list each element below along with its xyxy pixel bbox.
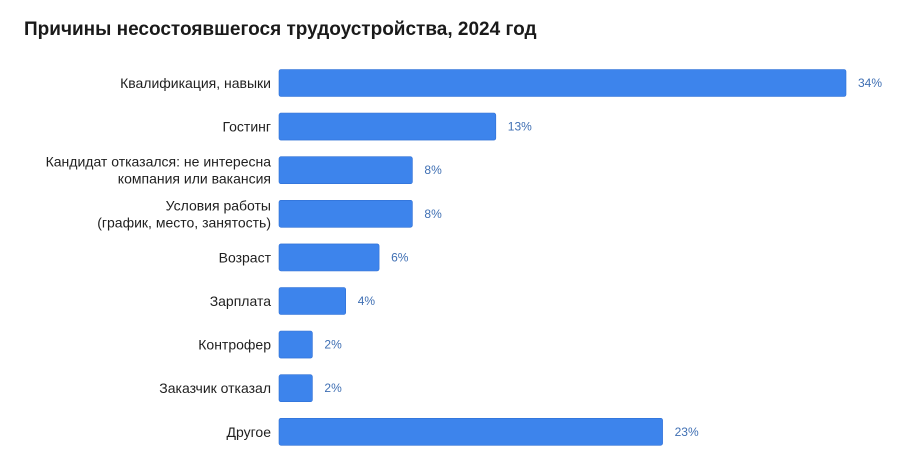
category-label: Возраст: [219, 249, 272, 265]
chart-title: Причины несостоявшегося трудоустройства,…: [24, 19, 537, 40]
bar-group: 13% Гостинг: [222, 112, 532, 141]
bar-group: 8% Условия работы(график, место, занятост…: [97, 197, 442, 230]
bar: [278, 330, 313, 359]
category-label: Контрофер: [198, 337, 271, 353]
bar-value-label: 2%: [324, 381, 342, 395]
category-label: Зарплата: [210, 293, 272, 309]
category-label: (график, место, занятость): [97, 214, 271, 230]
bar-value-label: 2%: [324, 338, 342, 352]
bar: [278, 417, 663, 446]
bar-value-label: 4%: [358, 294, 376, 308]
bar-group: 6% Возраст: [219, 243, 409, 272]
category-label: компания или вакансия: [118, 171, 271, 187]
bar: [278, 243, 380, 272]
bar: [278, 69, 847, 97]
bar-value-label: 8%: [424, 163, 442, 177]
bar-group: 4% Зарплата: [210, 287, 376, 315]
bar-group: 2% Контрофер: [198, 330, 342, 359]
category-label: Гостинг: [222, 119, 271, 135]
category-label: Другое: [227, 424, 272, 440]
bar-group: 8% Кандидат отказался: не интереснакомпан…: [46, 154, 442, 187]
category-label: Заказчик отказал: [159, 380, 271, 396]
bar-value-label: 13%: [508, 120, 532, 134]
category-label: Кандидат отказался: не интересна: [46, 154, 272, 170]
category-label: Условия работы: [166, 197, 271, 213]
bar-value-label: 6%: [391, 250, 409, 264]
bar-group: 2% Заказчик отказал: [159, 374, 342, 403]
bar-value-label: 34%: [858, 76, 882, 90]
bar: [278, 156, 413, 184]
bar: [278, 112, 497, 141]
bar: [278, 287, 346, 315]
bar-value-label: 8%: [424, 207, 442, 221]
bar-group: 34% Квалификация, навыки: [120, 69, 882, 97]
bar-group: 23% Другое: [227, 417, 699, 446]
bar: [278, 374, 313, 403]
bar-value-label: 23%: [675, 425, 699, 439]
bar: [278, 200, 413, 228]
category-label: Квалификация, навыки: [120, 75, 271, 91]
